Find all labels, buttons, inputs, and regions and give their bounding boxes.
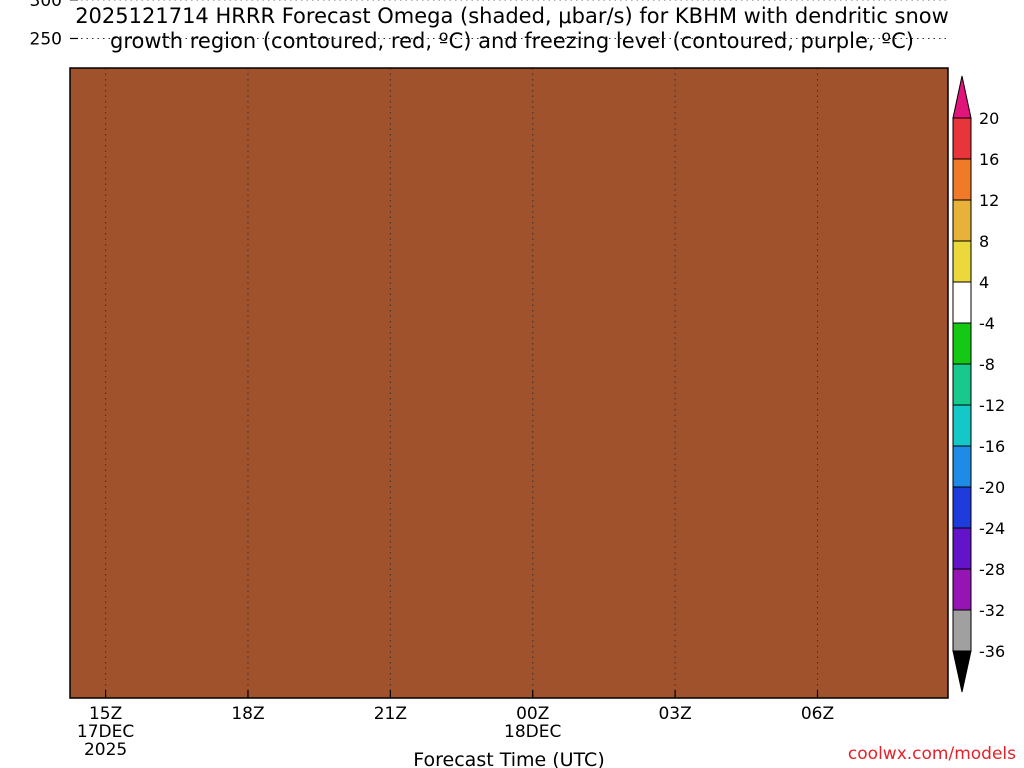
colorbar-bin-4 [952, 281, 972, 324]
terrain-fill [70, 68, 948, 698]
colorbar-label-10: -24 [979, 519, 1005, 538]
colorbar-label-0: 20 [979, 109, 999, 128]
colorbar-bin-12 [952, 609, 972, 652]
omega-shading [673, 0, 931, 79]
colorbar-bin-0 [952, 117, 972, 160]
colorbar-bin-1 [952, 158, 972, 201]
x-tick-date-15Z: 17DEC [77, 722, 134, 742]
colorbar-bin-9 [952, 486, 972, 529]
colorbar: 20 16 12 8 4 -4 -8 -12 -16 -20 -24 -28 -32 -36 [952, 75, 1005, 693]
colorbar-bin-2 [952, 199, 972, 242]
title-line-2: growth region (contoured, red, ºC) and f… [110, 29, 914, 53]
x-tick-label-18Z: 18Z [231, 704, 264, 724]
plot-frame [69, 67, 949, 699]
title-line-1: 2025121714 HRRR Forecast Omega (shaded, … [75, 4, 949, 28]
y-axis: 2503003504004505005506006507007508008509… [30, 0, 78, 49]
colorbar-bin-7 [952, 404, 972, 447]
x-tick-label-06Z: 06Z [801, 704, 834, 724]
colorbar-label-8: -16 [979, 437, 1005, 456]
colorbar-label-9: -20 [979, 478, 1005, 497]
y-tick-label-250: 250 [30, 29, 62, 49]
colorbar-bin-10 [952, 527, 972, 570]
colorbar-bin-6 [952, 363, 972, 406]
x-tick-label-21Z: 21Z [374, 704, 407, 724]
colorbar-bin-5 [952, 322, 972, 365]
terrain-layer [70, 68, 948, 698]
colorbar-bin-8 [952, 445, 972, 488]
chart-title: 2025121714 HRRR Forecast Omega (shaded, … [0, 4, 1024, 54]
colorbar-label-3: 8 [979, 232, 989, 251]
colorbar-label-5: -4 [979, 314, 995, 333]
colorbar-label-6: -8 [979, 355, 995, 374]
colorbar-bottom-arrow [952, 650, 972, 693]
omega-region-2 [893, 0, 931, 32]
x-axis-label: Forecast Time (UTC) [413, 749, 604, 768]
colorbar-label-7: -12 [979, 396, 1005, 415]
colorbar-label-12: -32 [979, 601, 1005, 620]
colorbar-label-2: 12 [979, 191, 999, 210]
colorbar-bin-11 [952, 568, 972, 611]
colorbar-label-13: -36 [979, 642, 1005, 661]
colorbar-label-11: -28 [979, 560, 1005, 579]
x-tick-date-00Z: 18DEC [504, 722, 561, 742]
y-tick-label-300: 300 [30, 0, 62, 11]
colorbar-bin-3 [952, 240, 972, 283]
x-tick-label-03Z: 03Z [658, 704, 691, 724]
colorbar-label-4: 4 [979, 273, 989, 292]
x-tick-label-15Z: 15Z [89, 704, 122, 724]
omega-region-1 [813, 0, 875, 18]
x-tick-year-15Z: 2025 [84, 740, 127, 760]
colorbar-label-1: 16 [979, 150, 999, 169]
x-tick-label-00Z: 00Z [516, 704, 549, 724]
grid-lines [70, 0, 948, 698]
credit-link[interactable]: coolwx.com/models [847, 744, 1016, 764]
colorbar-top-arrow [952, 75, 972, 119]
omega-region-9 [673, 0, 690, 9]
